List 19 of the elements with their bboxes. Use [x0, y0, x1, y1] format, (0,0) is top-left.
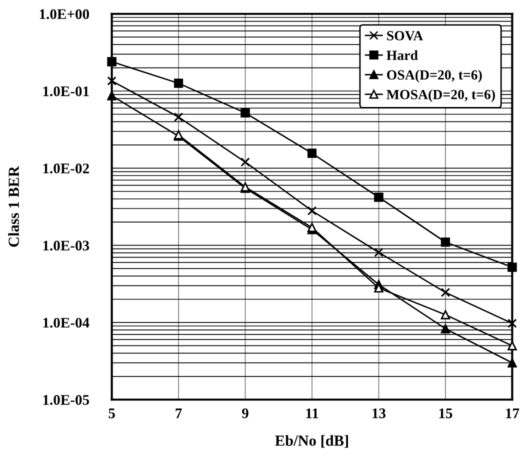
legend-label: OSA(D=20, t=6) [387, 70, 482, 82]
x-tick-label: 13 [372, 408, 386, 418]
x-tick-label: 17 [506, 408, 520, 418]
y-tick-label: 1.0E-04 [43, 318, 90, 328]
y-tick-label: 1.0E+00 [40, 9, 90, 20]
legend-label: Hard [386, 50, 418, 60]
x-tick-label: 5 [108, 408, 115, 418]
legend-label: MOSA(D=20, t=6) [386, 89, 495, 102]
y-tick-label: 1.0E-03 [43, 240, 90, 251]
y-tick-label: 1.0E-02 [43, 164, 89, 174]
x-tick-label: 7 [176, 408, 182, 418]
x-tick-label: 15 [439, 408, 452, 418]
y-axis-title: Class 1 BER [8, 166, 19, 247]
y-tick-label: 1.0E-05 [43, 394, 90, 405]
x-axis-title: Eb/No [dB] [275, 435, 348, 448]
y-tick-label: 1.0E-01 [43, 86, 89, 96]
legend-label: SOVA [387, 31, 424, 40]
x-tick-label: 9 [242, 408, 248, 418]
x-tick-label: 11 [306, 408, 318, 418]
